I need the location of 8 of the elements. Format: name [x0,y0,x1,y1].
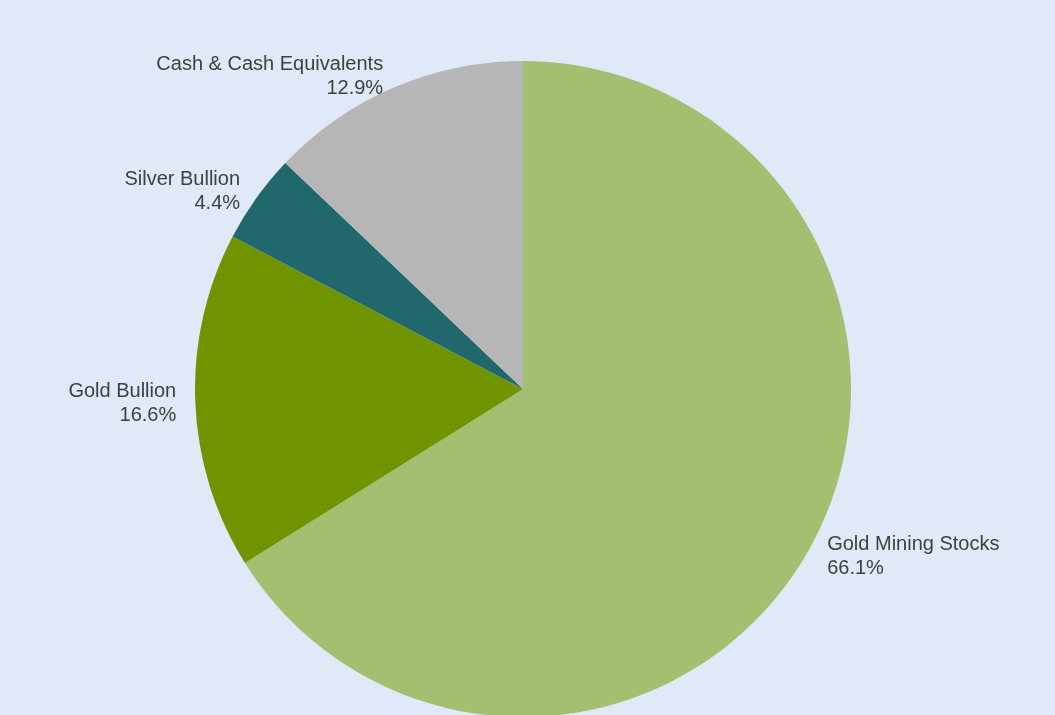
data-label: 16.6% [119,402,177,425]
data-label: 66.1% [827,555,885,578]
data-label: 12.9% [326,75,384,98]
data-label: 4.4% [194,190,241,213]
slice-label: Gold Bullion [68,378,177,401]
slice-label: Silver Bullion [124,166,241,189]
slice-label: Cash & Cash Equivalents [156,51,384,74]
slice-label: Gold Mining Stocks [827,531,1000,554]
